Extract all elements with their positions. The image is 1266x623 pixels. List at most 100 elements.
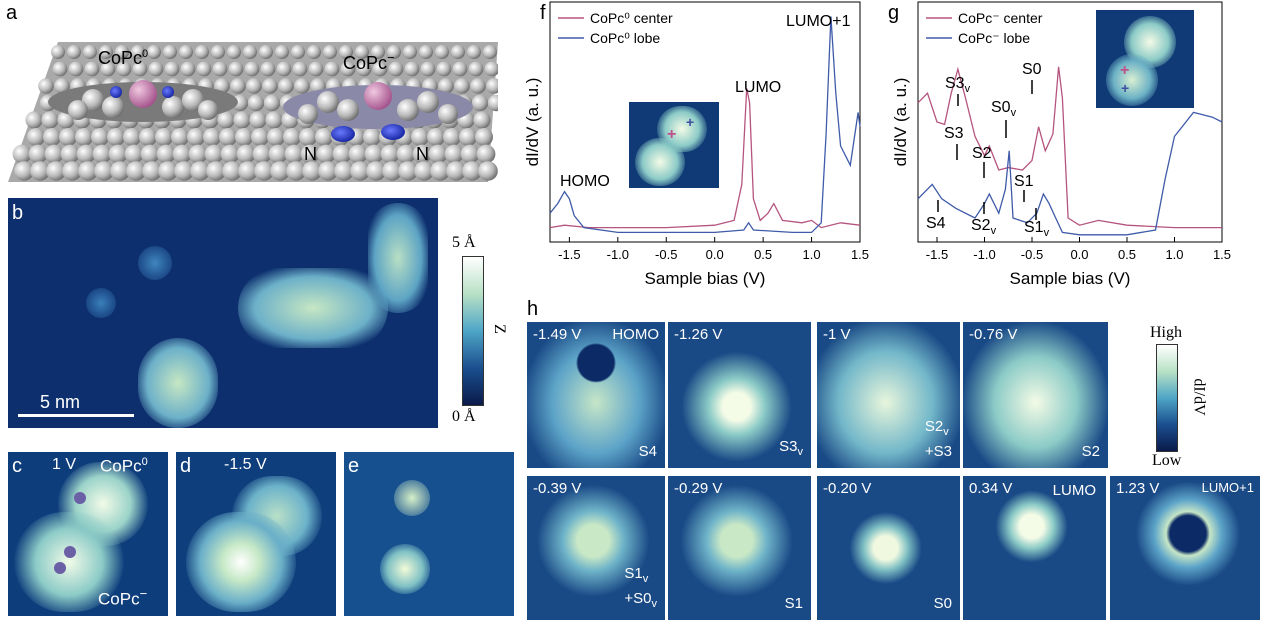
surface-atom (46, 161, 66, 181)
surface-atom (414, 161, 434, 181)
surface-atom (446, 161, 466, 181)
panel-b-stm-image: 5 nm (8, 198, 438, 428)
panel-label-g: g (888, 2, 900, 24)
surface-atom (44, 144, 64, 164)
surface-atom (206, 161, 226, 181)
panel-c-top-label: CoPc0 (100, 456, 148, 476)
dIdV-map-s0: -0.20 V S0 (817, 476, 960, 620)
surface-atom (75, 128, 93, 146)
surface-atom (363, 128, 381, 146)
surface-atom (292, 61, 308, 77)
surface-atom (164, 61, 180, 77)
surface-atom (278, 78, 294, 94)
dIdV-map-s1v: -0.39 V S1v +S0v (527, 476, 665, 620)
surface-atom (302, 161, 322, 181)
surface-atom (412, 144, 432, 164)
surface-atom (163, 45, 177, 59)
surface-atom (233, 111, 251, 129)
surface-atom (110, 161, 130, 181)
surface-atom (52, 61, 68, 77)
surface-atom (243, 45, 257, 59)
map-bias-label: 1.23 V (1116, 480, 1160, 497)
surface-atom (219, 128, 237, 146)
panel-c-bottom-label: CoPc− (98, 586, 148, 609)
surface-atom (476, 144, 496, 164)
surface-atom (487, 94, 498, 112)
x-tick-label: 0.0 (1070, 247, 1088, 262)
surface-atom (262, 78, 278, 94)
x-tick-label: 0.0 (706, 247, 724, 262)
surface-atom (107, 128, 125, 146)
surface-atom (454, 78, 470, 94)
n-left-label: N (304, 144, 317, 164)
surface-atom (179, 45, 193, 59)
panel-f-inset-image: + + (629, 102, 719, 188)
annotation-subscript: v (1011, 107, 1017, 119)
surface-atom (430, 161, 450, 181)
surface-atom (230, 78, 246, 94)
surface-atom (172, 144, 192, 164)
surface-atom (462, 161, 482, 181)
surface-atom (299, 128, 317, 146)
cbar-h-bottom: Low (1152, 452, 1182, 469)
surface-atom (286, 161, 306, 181)
tip-marker-center: + (1120, 62, 1130, 79)
surface-atom (249, 111, 267, 129)
cbar-b-label: Z (490, 324, 508, 334)
annotation-subscript: v (991, 225, 997, 237)
surface-atom (126, 161, 146, 181)
scalebar-label: 5 nm (40, 392, 81, 412)
surface-atom (99, 45, 113, 59)
surface-atom (28, 144, 48, 164)
surface-atom (38, 78, 54, 94)
surface-atom (350, 161, 370, 181)
map-state-id-label: S4 (638, 443, 657, 460)
surface-atom (12, 144, 32, 164)
legend-entry: CoPc⁰ lobe (590, 30, 660, 46)
surface-atom (444, 144, 464, 164)
y-axis-label: dI/dV (a. u.) (524, 78, 542, 167)
peak-annotation: S0 (1022, 61, 1042, 78)
x-axis-label: Sample bias (V) (645, 269, 766, 288)
surface-atom (467, 45, 481, 59)
surface-atom (428, 144, 448, 164)
surface-atom (340, 61, 356, 77)
cbar-b-bottom: 0 Å (452, 408, 476, 425)
surface-atom (307, 45, 321, 59)
peak-annotation: HOMO (560, 173, 610, 190)
surface-atom (324, 61, 340, 77)
series-line (549, 88, 861, 229)
map-bias-label: -0.20 V (823, 480, 872, 497)
tip-marker-lobe: + (1121, 80, 1130, 96)
map-bias-label: -1 V (823, 326, 851, 343)
surface-atom (27, 128, 45, 146)
panel-d-bias: -1.5 V (224, 456, 267, 473)
x-tick-label: 1.5 (1213, 247, 1231, 262)
x-tick-label: 1.0 (1165, 247, 1183, 262)
surface-atom (259, 45, 273, 59)
surface-atom (217, 111, 235, 129)
surface-atom (486, 78, 498, 94)
scalebar (18, 414, 134, 417)
surface-atom (195, 45, 209, 59)
surface-atom (188, 144, 208, 164)
surface-atom (156, 144, 176, 164)
series-line (917, 111, 1223, 236)
surface-atom (196, 61, 212, 77)
surface-atom (284, 144, 304, 164)
map-state-id-label: S1v +S0v (624, 565, 657, 610)
mol-left-label: CoPc0 (98, 48, 148, 68)
surface-atom (371, 45, 385, 59)
x-tick-label: -1.0 (607, 247, 629, 262)
n-right-label: N (416, 144, 429, 164)
surface-atom (204, 144, 224, 164)
surface-atom (275, 45, 289, 59)
x-tick-label: -1.5 (558, 247, 580, 262)
surface-atom (246, 78, 262, 94)
peak-annotation: LUMO+1 (786, 13, 851, 30)
x-tick-label: -1.0 (973, 247, 995, 262)
panel-g-inset-image: + + (1096, 10, 1194, 108)
peak-annotation: S3v (945, 75, 971, 95)
surface-atom (398, 161, 418, 181)
peak-annotation: S0v (991, 99, 1017, 119)
